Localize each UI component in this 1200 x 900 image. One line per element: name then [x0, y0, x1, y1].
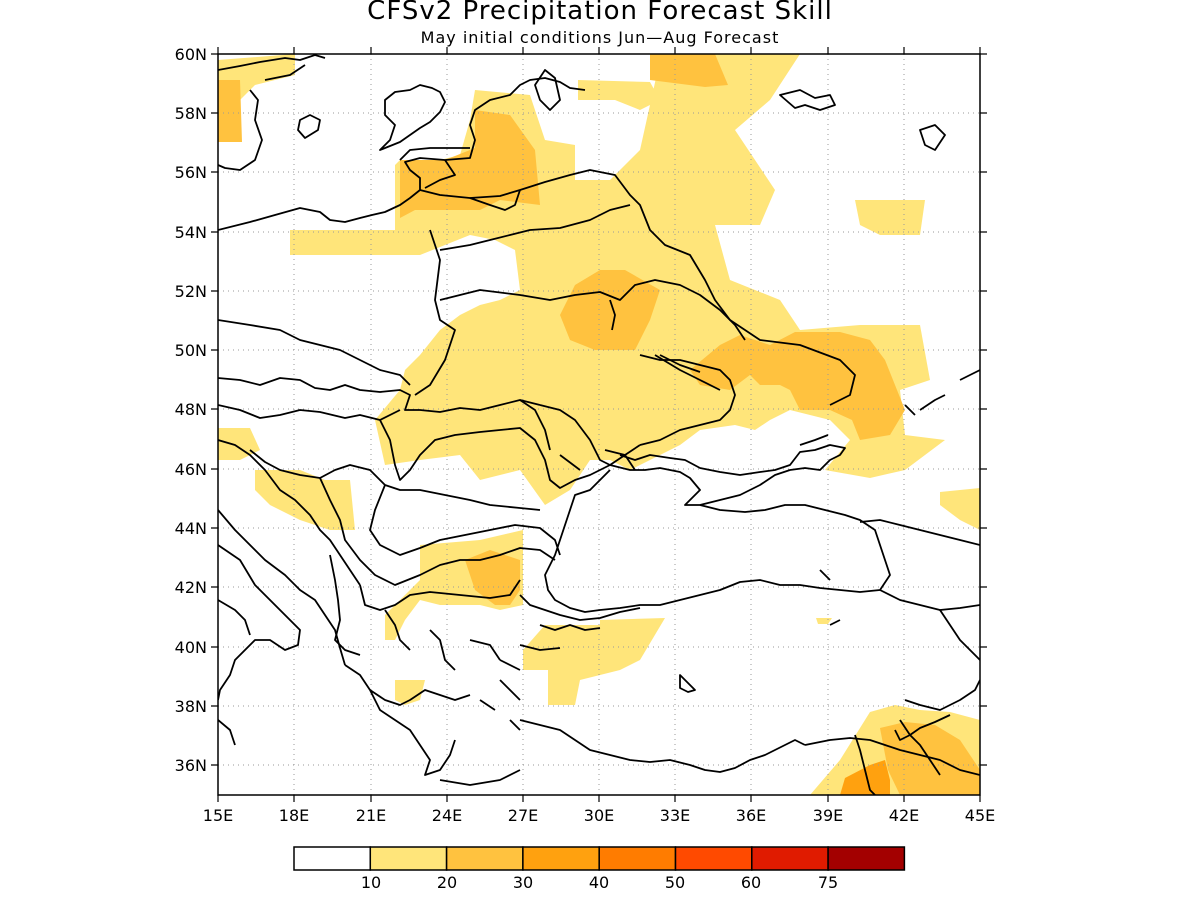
colorbar-box: [293, 846, 372, 871]
colorbar-label: 40: [589, 873, 609, 892]
lon-label: 15E: [203, 806, 233, 825]
lat-label: 48N: [175, 400, 207, 419]
colorbar-box: [827, 846, 906, 871]
lat-label: 56N: [175, 163, 207, 182]
borders-central: [218, 377, 541, 413]
map-subtitle: May initial conditions Jun—Aug Forecast: [420, 28, 780, 47]
map-title: CFSv2 Precipitation Forecast Skill: [367, 0, 833, 26]
colorbar-label: 10: [361, 873, 381, 892]
lat-label: 40N: [175, 638, 207, 657]
colorbar-box: [751, 846, 829, 871]
lon-label: 36E: [736, 806, 766, 825]
lon-label: 27E: [508, 806, 538, 825]
lon-label: 18E: [279, 806, 309, 825]
coastline-black-sea: [544, 444, 891, 613]
colorbar-legend: 10 20 30 40 50 60 75: [293, 846, 906, 892]
colorbar-boxes: [293, 846, 906, 871]
lat-label: 46N: [175, 460, 207, 479]
lon-label: 42E: [889, 806, 919, 825]
borders-north: [419, 169, 856, 406]
shading-level-3: [840, 760, 890, 795]
colorbar-box: [598, 846, 677, 871]
lat-label: 38N: [175, 697, 207, 716]
coastline-adriatic: [218, 509, 346, 701]
lon-label: 21E: [356, 806, 386, 825]
colorbar-label: 30: [513, 873, 533, 892]
lat-label: 44N: [175, 519, 207, 538]
lat-label: 36N: [175, 756, 207, 775]
colorbar-box: [522, 846, 600, 871]
lon-label: 33E: [660, 806, 690, 825]
lat-label: 58N: [175, 104, 207, 123]
lat-label: 50N: [175, 341, 207, 360]
colorbar-box: [369, 846, 448, 871]
lon-labels: 15E 18E 21E 24E 27E 30E 33E 36E 39E 42E …: [203, 806, 995, 825]
tick-marks: [211, 47, 987, 802]
coastline-scandinavia: [218, 54, 326, 171]
skill-shading: [218, 54, 980, 795]
lon-label: 39E: [813, 806, 843, 825]
lon-label: 24E: [432, 806, 462, 825]
coastlines-borders: [218, 54, 980, 795]
grid-lines: [218, 54, 980, 795]
coastline-baltic: [218, 77, 586, 231]
lat-label: 60N: [175, 45, 207, 64]
lon-label: 45E: [965, 806, 995, 825]
coastline-turkey: [879, 589, 980, 611]
colorbar-box: [674, 846, 753, 871]
colorbar-label: 50: [665, 873, 685, 892]
shading-level-2: [218, 54, 980, 795]
lat-label: 52N: [175, 282, 207, 301]
colorbar-label: 75: [818, 873, 838, 892]
colorbar-label: 60: [741, 873, 761, 892]
colorbar-label: 20: [437, 873, 457, 892]
coastline-greece: [344, 629, 521, 786]
lat-label: 42N: [175, 578, 207, 597]
lon-label: 30E: [584, 806, 614, 825]
lat-label: 54N: [175, 223, 207, 242]
colorbar-box: [445, 846, 524, 871]
colorbar-labels: 10 20 30 40 50 60 75: [361, 873, 838, 892]
borders-balkans: [249, 449, 541, 511]
lat-labels: 36N 38N 40N 42N 44N 46N 48N 50N 52N 54N …: [175, 45, 207, 775]
